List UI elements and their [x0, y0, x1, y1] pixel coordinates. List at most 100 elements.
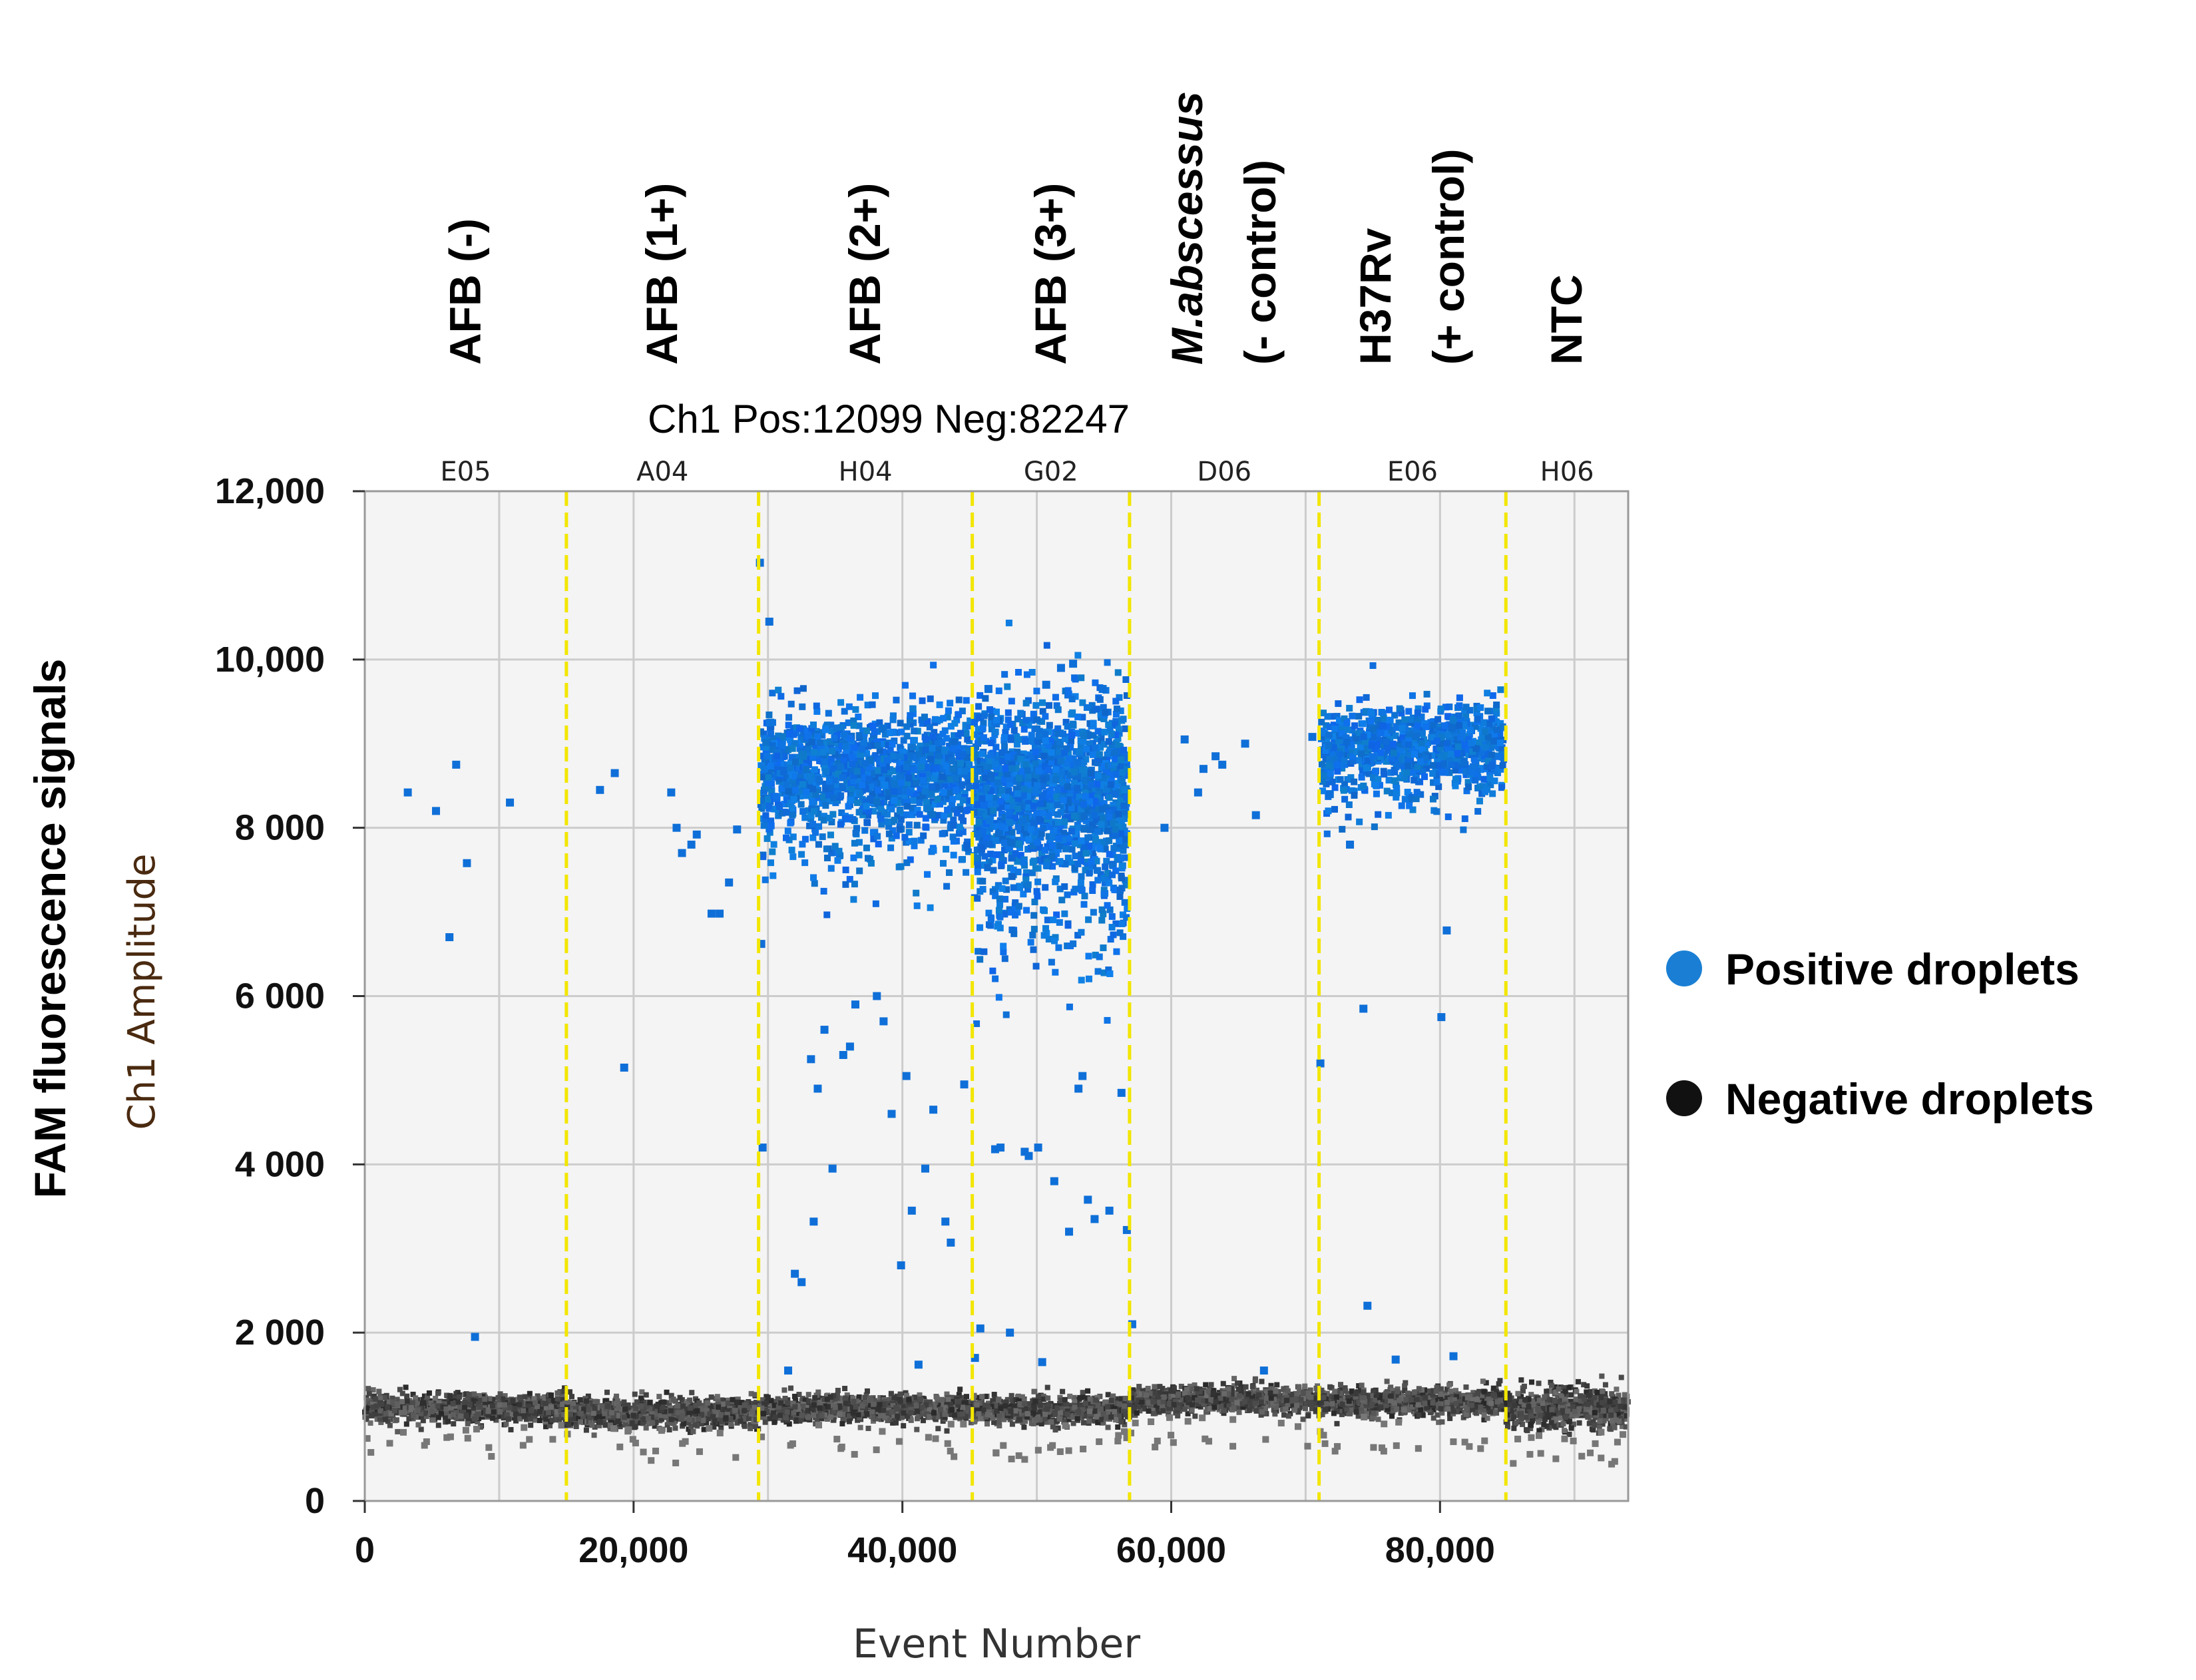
negative-droplet [523, 1416, 529, 1422]
negative-droplet [566, 1422, 572, 1428]
negative-droplet [1420, 1412, 1426, 1418]
negative-droplet [646, 1419, 652, 1425]
negative-droplet-outlier [464, 1434, 471, 1442]
negative-droplet [1457, 1398, 1463, 1404]
negative-droplet [1072, 1399, 1078, 1405]
negative-droplet [1050, 1424, 1056, 1430]
negative-droplet [1176, 1391, 1182, 1397]
negative-droplet [1353, 1394, 1359, 1400]
negative-droplet [1418, 1407, 1424, 1413]
negative-droplet [1334, 1394, 1340, 1400]
negative-droplet [772, 1414, 778, 1420]
negative-droplet [480, 1393, 486, 1399]
negative-droplet [1415, 1402, 1421, 1408]
negative-droplet [1176, 1397, 1182, 1403]
negative-droplet [839, 1420, 845, 1426]
negative-droplet [1179, 1391, 1185, 1397]
negative-droplet [500, 1396, 506, 1402]
well-labels: E05 A04 H04 G02 D06 E06 H06 [440, 457, 1594, 487]
negative-droplet [1447, 1415, 1453, 1421]
negative-droplet [562, 1385, 568, 1391]
negative-droplet [1395, 1388, 1401, 1394]
negative-droplet [1436, 1402, 1442, 1408]
negative-droplet [644, 1403, 650, 1409]
negative-droplet [514, 1397, 520, 1403]
negative-droplet [919, 1411, 925, 1417]
negative-droplet-outlier [632, 1439, 639, 1446]
negative-droplet [527, 1390, 533, 1396]
negative-droplet [1464, 1395, 1470, 1401]
negative-droplet [1095, 1420, 1101, 1426]
negative-droplet [1388, 1384, 1394, 1390]
negative-droplet [978, 1405, 984, 1411]
negative-droplet [769, 1407, 775, 1413]
negative-droplet [1356, 1383, 1362, 1389]
negative-droplet [1080, 1420, 1086, 1426]
negative-droplet-outlier [1154, 1437, 1161, 1444]
negative-droplet [1270, 1400, 1276, 1406]
negative-droplet-outlier [1000, 1442, 1007, 1449]
negative-droplet-outlier [1096, 1438, 1103, 1445]
negative-droplet [915, 1416, 921, 1422]
negative-droplet [1035, 1414, 1041, 1420]
negative-droplet [481, 1411, 487, 1417]
negative-droplet [479, 1414, 485, 1420]
negative-droplet [827, 1394, 833, 1400]
negative-droplet [1434, 1384, 1440, 1390]
negative-droplet [1160, 1404, 1166, 1410]
negative-droplet [1211, 1394, 1217, 1400]
negative-droplet-outlier [488, 1453, 495, 1460]
negative-droplet [1478, 1408, 1484, 1414]
negative-droplet [955, 1398, 961, 1404]
negative-droplet [1008, 1392, 1014, 1398]
negative-droplet [1339, 1402, 1345, 1408]
negative-droplet [364, 1398, 370, 1404]
negative-droplet [576, 1415, 582, 1421]
negative-droplet [882, 1414, 888, 1420]
negative-droplet [1022, 1400, 1028, 1406]
negative-droplet [1016, 1398, 1022, 1404]
negative-droplet [1439, 1410, 1445, 1416]
negative-droplet [632, 1391, 638, 1397]
negative-droplet [1080, 1390, 1086, 1396]
negative-droplet [1028, 1420, 1034, 1426]
negative-droplet [1301, 1390, 1307, 1396]
negative-droplet [894, 1393, 900, 1399]
negative-droplet [877, 1402, 883, 1408]
negative-droplet [528, 1422, 534, 1428]
negative-droplet [1272, 1411, 1278, 1417]
negative-droplet [404, 1393, 410, 1399]
negative-droplet [1240, 1404, 1246, 1410]
negative-droplet [687, 1397, 693, 1403]
negative-droplet [421, 1393, 427, 1399]
negative-droplet [1231, 1405, 1237, 1411]
negative-droplet [647, 1400, 653, 1406]
negative-droplet [374, 1406, 380, 1412]
sample-label: (+ control) [1424, 149, 1473, 365]
negative-droplet [1104, 1414, 1110, 1420]
negative-droplet [1122, 1396, 1128, 1402]
negative-droplet [739, 1400, 745, 1406]
negative-droplet [952, 1412, 958, 1418]
negative-droplet [1127, 1402, 1133, 1408]
negative-droplet [365, 1386, 371, 1392]
negative-droplet [822, 1412, 828, 1418]
negative-droplet [586, 1420, 592, 1426]
negative-droplet [1098, 1416, 1104, 1422]
sample-label: H37Rv [1351, 228, 1400, 365]
negative-droplet [748, 1422, 754, 1428]
negative-droplet [1249, 1394, 1255, 1400]
negative-droplet [1448, 1388, 1454, 1394]
negative-droplet [450, 1412, 456, 1418]
negative-droplet [811, 1399, 817, 1405]
negative-droplet [1243, 1403, 1249, 1409]
negative-droplet [604, 1389, 610, 1395]
negative-droplet-outlier [1168, 1432, 1175, 1439]
negative-droplet-outlier [443, 1434, 451, 1441]
negative-droplet-outlier [658, 1427, 665, 1434]
negative-droplet [742, 1416, 748, 1422]
negative-droplet [1484, 1415, 1490, 1421]
negative-droplet [845, 1400, 851, 1406]
negative-droplet [672, 1425, 678, 1431]
negative-droplet [788, 1385, 794, 1391]
